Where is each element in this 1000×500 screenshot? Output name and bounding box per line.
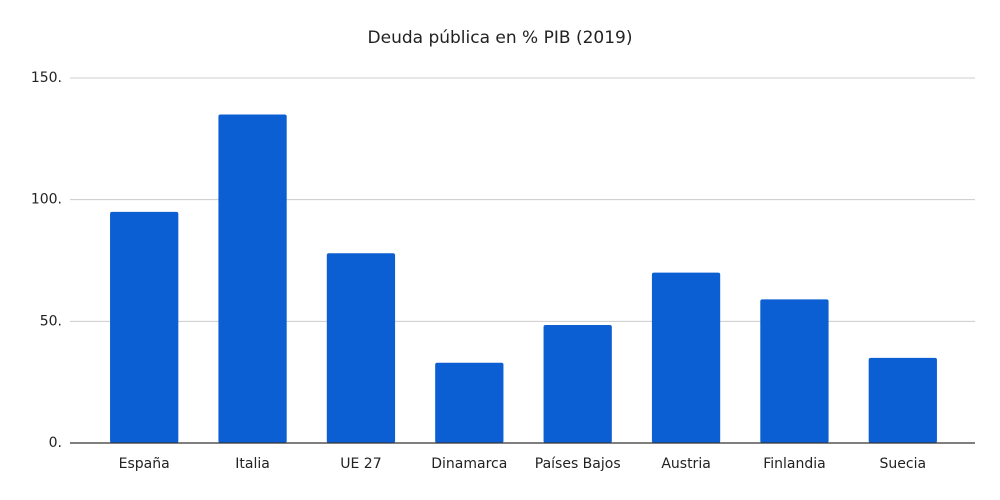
x-tick-label: Países Bajos (535, 456, 621, 472)
bar (110, 211, 179, 443)
bar (326, 253, 396, 443)
y-tick-label: 0. (49, 435, 62, 451)
x-tick-label: Dinamarca (431, 456, 507, 472)
y-tick-label: 100. (31, 192, 62, 208)
bar (868, 357, 937, 443)
x-tick-label: España (119, 456, 170, 472)
bar (543, 324, 612, 443)
bar (651, 272, 721, 443)
y-tick-label: 50. (40, 313, 62, 329)
x-tick-label: Italia (235, 456, 270, 472)
bar (435, 362, 504, 443)
bar (760, 299, 829, 443)
x-tick-label: Finlandia (763, 456, 826, 472)
bar (218, 114, 287, 443)
x-tick-label: Austria (661, 456, 710, 472)
x-tick-label: Suecia (880, 456, 927, 472)
y-tick-label: 150. (31, 70, 62, 86)
x-tick-label: UE 27 (340, 456, 381, 472)
chart-title: Deuda pública en % PIB (2019) (368, 28, 633, 48)
